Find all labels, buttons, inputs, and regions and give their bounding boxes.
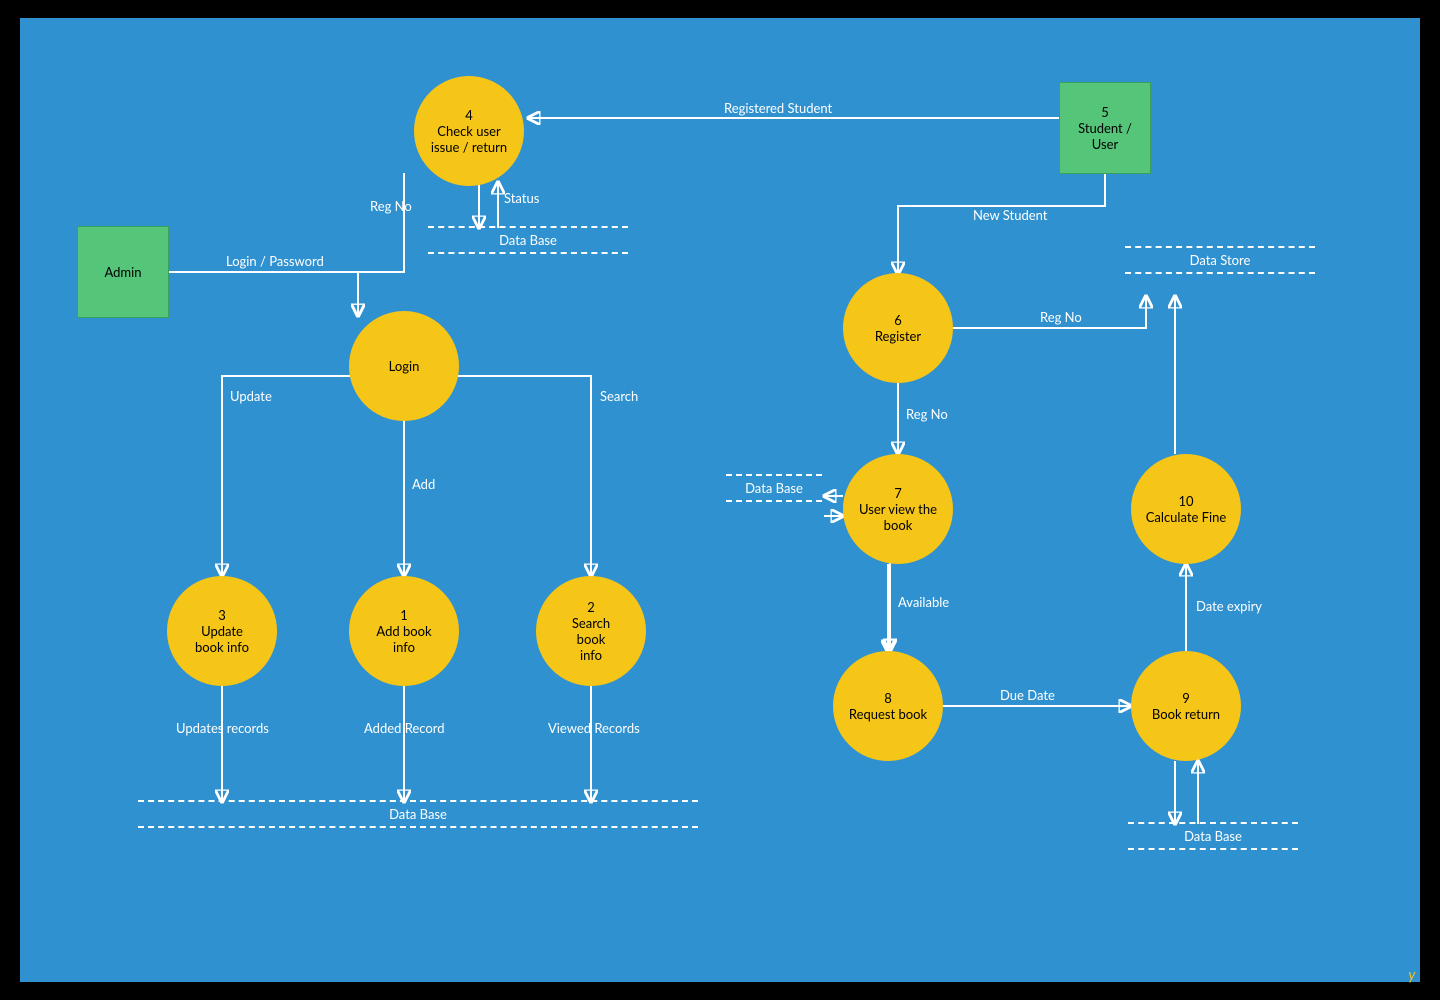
node-2-label: Searchbookinfo [566,615,616,664]
datastore-top: Data Base [428,226,628,254]
datastore-bottom-label: Data Base [138,802,698,826]
node-4-label: Check userissue / return [425,123,513,156]
node-9-label: Book return [1146,706,1226,722]
node-7: 7 User view thebook [843,454,953,564]
edge-label-regno-67: Reg No [906,406,948,422]
edge-label-add: Add [412,476,435,492]
node-5: 5 Student /User [1059,82,1151,174]
node-6-num: 6 [894,312,902,328]
datastore-br: Data Base [1128,822,1298,850]
datastore-top-label: Data Base [428,228,628,252]
edge-label-login-password: Login / Password [226,253,324,269]
edge-label-due-date: Due Date [1000,687,1055,703]
edge-label-updates-records: Updates records [176,720,269,736]
node-8-label: Request book [843,706,933,722]
node-9-num: 9 [1182,690,1190,706]
edge-label-status: Status [504,190,539,206]
edge-label-available: Available [898,594,949,610]
node-9: 9 Book return [1131,651,1241,761]
node-3-label: Updatebook info [189,623,255,656]
diagram-canvas: Admin 4 Check userissue / return 5 Stude… [20,18,1420,982]
edge-label-date-expiry: Date expiry [1196,598,1262,614]
node-10-num: 10 [1178,493,1193,509]
datastore-left: Data Base [726,474,822,502]
node-login-label: Login [383,358,426,374]
node-login: Login [349,311,459,421]
node-admin: Admin [77,226,169,318]
node-3-num: 3 [218,607,226,623]
node-5-label: Student /User [1072,120,1138,153]
node-2-num: 2 [587,599,595,615]
node-1-num: 1 [400,607,408,623]
datastore-br-label: Data Base [1128,824,1298,848]
node-7-label: User view thebook [853,501,943,534]
datastore-store: Data Store [1125,246,1315,274]
datastore-bottom: Data Base [138,800,698,828]
node-7-num: 7 [894,485,902,501]
node-6-label: Register [869,328,927,344]
node-8-num: 8 [884,690,892,706]
edge-label-update: Update [230,388,272,404]
node-1: 1 Add bookinfo [349,576,459,686]
node-6: 6 Register [843,273,953,383]
node-4-num: 4 [465,107,473,123]
edge-label-new-student: New Student [973,207,1047,223]
edge-label-search: Search [600,388,638,404]
edge-label-regno-top: Reg No [370,198,412,214]
node-8: 8 Request book [833,651,943,761]
node-3: 3 Updatebook info [167,576,277,686]
node-1-label: Add bookinfo [370,623,437,656]
node-4: 4 Check userissue / return [414,76,524,186]
edge-label-viewed-records: Viewed Records [548,720,640,736]
node-2: 2 Searchbookinfo [536,576,646,686]
edge-label-registered-student: Registered Student [724,100,832,116]
node-10-label: Calculate Fine [1140,509,1233,525]
node-10: 10 Calculate Fine [1131,454,1241,564]
datastore-left-label: Data Base [726,476,822,500]
watermark: y [1408,966,1416,984]
edge-label-added-record: Added Record [364,720,445,736]
node-5-num: 5 [1101,104,1109,120]
datastore-store-label: Data Store [1125,248,1315,272]
edge-label-regno-store: Reg No [1040,309,1082,325]
node-admin-label: Admin [98,264,147,280]
